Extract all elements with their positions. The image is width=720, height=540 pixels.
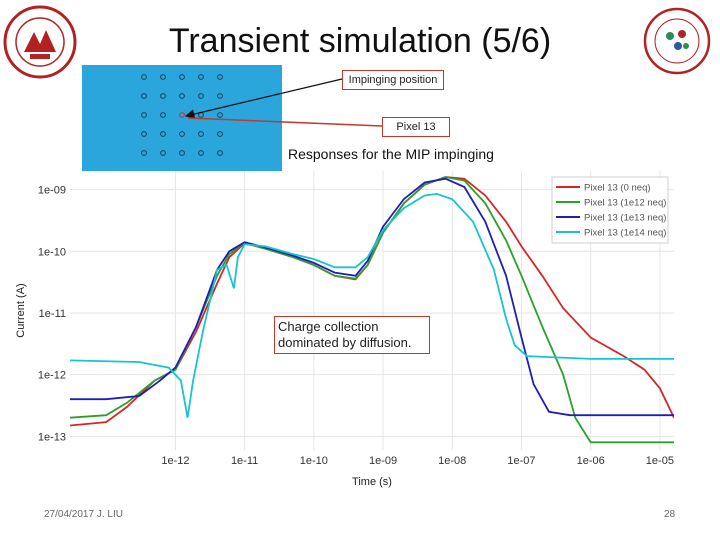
annotation-box: Charge collection dominated by diffusion…	[274, 316, 430, 354]
pixel-cell-5	[217, 74, 223, 80]
y-tick-label: 1e-13	[38, 431, 66, 443]
callout-arrows	[184, 78, 383, 127]
x-tick-label: 1e-10	[300, 455, 328, 467]
pixel-cell-12	[160, 112, 166, 118]
pixel-cell-6	[141, 93, 147, 99]
slide-title: Transient simulation (5/6)	[168, 22, 552, 60]
pixel-cell-17	[160, 131, 166, 137]
pixel-cell-3	[179, 74, 185, 80]
legend-label-1: Pixel 13 (0 neq)	[584, 183, 651, 194]
pixel-cell-22	[160, 150, 166, 156]
current-vs-time-chart: 1e-12 1e-11 1e-10 1e-09 1e-08 1e-07 1e-06 1e-05…	[15, 171, 674, 488]
pixel-cell-11	[141, 112, 147, 118]
x-tick-label: 1e-07	[507, 455, 535, 467]
x-tick-label: 1e-05	[646, 455, 674, 467]
legend-label-2: Pixel 13 (1e12 neq)	[584, 198, 666, 209]
pixel-cell-23	[179, 150, 185, 156]
page-number: 28	[664, 509, 676, 520]
pixel-cell-16	[141, 131, 147, 137]
series-line-4	[70, 192, 674, 418]
legend-label-4: Pixel 13 (1e14 neq)	[584, 228, 666, 239]
arrow-impinging-position	[184, 78, 343, 119]
pixel-cell-1	[141, 74, 147, 80]
pixel-map-panel	[82, 65, 282, 171]
pixel-cell-13	[179, 112, 185, 118]
pixel-cell-25	[217, 150, 223, 156]
x-tick-label: 1e-09	[369, 455, 397, 467]
pixel-cell-18	[179, 131, 185, 137]
pixel-cell-20	[217, 131, 223, 137]
pixel-cell-4	[198, 74, 204, 80]
pixel-cell-7	[160, 93, 166, 99]
pixel-cell-10	[217, 93, 223, 99]
chart-subtitle: Responses for the MIP impinging	[288, 146, 494, 162]
pixel-cell-24	[198, 150, 204, 156]
pixel-cell-2	[160, 74, 166, 80]
pixel-grid	[141, 74, 223, 156]
x-tick-label: 1e-06	[577, 455, 605, 467]
x-tick-label: 1e-12	[161, 455, 189, 467]
x-tick-label: 1e-11	[231, 455, 258, 467]
university-logo	[3, 5, 77, 79]
callout-impinging-position: Impinging position	[342, 70, 444, 90]
pixel-cell-21	[141, 150, 147, 156]
y-tick-label: 1e-09	[38, 185, 66, 197]
y-axis-label: Current (A)	[15, 283, 27, 337]
legend-label-3: Pixel 13 (1e13 neq)	[584, 213, 666, 224]
lab-logo	[643, 7, 711, 75]
pixel-cell-15	[217, 112, 223, 118]
arrow-pixel-13	[187, 117, 383, 127]
y-tick-label: 1e-11	[39, 308, 66, 320]
footer-date-author: 27/04/2017 J. LIU	[44, 509, 123, 520]
pixel-cell-19	[198, 131, 204, 137]
callout-pixel-13: Pixel 13	[382, 117, 450, 137]
y-tick-label: 1e-12	[38, 370, 66, 382]
y-tick-label: 1e-10	[38, 246, 66, 258]
pixel-cell-9	[198, 93, 204, 99]
x-tick-label: 1e-08	[438, 455, 466, 467]
x-axis-label: Time (s)	[352, 476, 392, 488]
series-line-3	[70, 177, 674, 417]
pixel-cell-8	[179, 93, 185, 99]
